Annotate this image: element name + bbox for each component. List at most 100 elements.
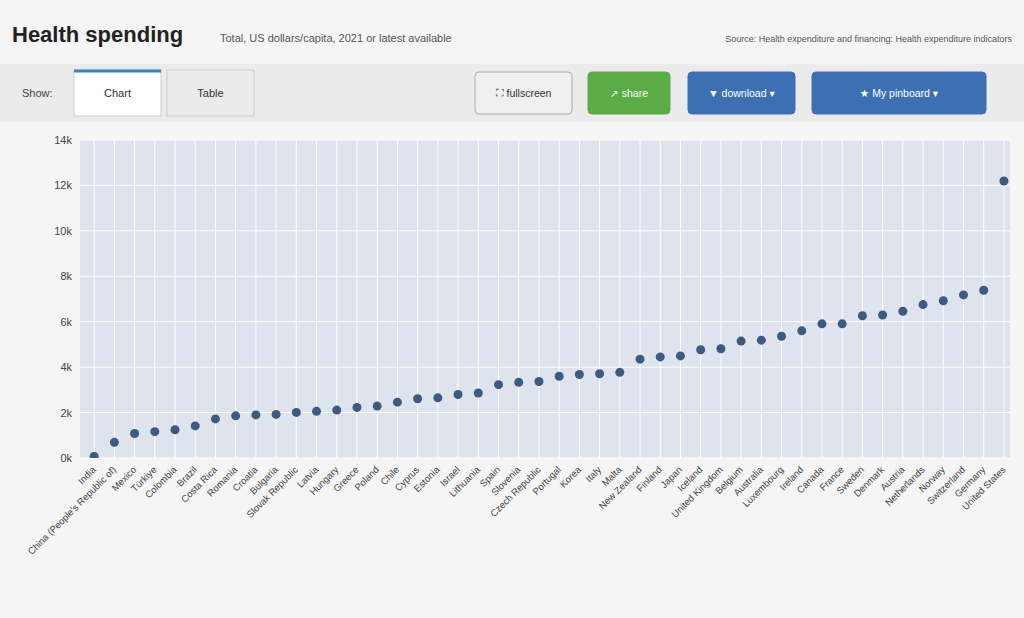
y-grid-line [80, 276, 1010, 277]
x-grid-line [700, 140, 701, 458]
dot [777, 332, 786, 341]
tab[interactable] [74, 70, 161, 116]
y-grid-line [80, 140, 1010, 141]
dot [454, 390, 463, 399]
dot [211, 414, 220, 423]
dot [433, 393, 442, 402]
tab-label[interactable]: Chart [104, 87, 131, 99]
button-label[interactable]: ↗ share [610, 87, 648, 99]
y-tick-label: 6k [60, 316, 72, 328]
x-grid-line [761, 140, 762, 458]
tab-bar [0, 64, 1024, 122]
x-grid-line [94, 140, 95, 458]
y-grid-line [80, 230, 1010, 231]
dot [898, 307, 907, 316]
dot [696, 345, 705, 354]
dot [171, 425, 180, 434]
button-label[interactable]: ⛶ fullscreen [496, 87, 552, 99]
x-grid-line [134, 140, 135, 458]
dot [231, 411, 240, 420]
dot [191, 421, 200, 430]
x-tick-label: Poland [352, 464, 381, 493]
dot [413, 394, 422, 403]
y-grid-line [80, 367, 1010, 368]
x-grid-line [619, 140, 620, 458]
x-tick-label: Estonia [411, 463, 442, 494]
grid [80, 140, 1010, 458]
x-grid-line [640, 140, 641, 458]
dot [979, 286, 988, 295]
dot [595, 369, 604, 378]
button[interactable] [688, 72, 795, 114]
dot [797, 326, 806, 335]
x-grid-line [882, 140, 883, 458]
dot [352, 403, 361, 412]
x-grid-line [538, 140, 539, 458]
x-grid-line [498, 140, 499, 458]
y-tick-label: 0k [60, 452, 72, 464]
dot [636, 355, 645, 364]
subtitle: Total, US dollars/capita, 2021 or latest… [220, 32, 452, 44]
x-grid-line [1003, 140, 1004, 458]
dot [878, 310, 887, 319]
dot [959, 290, 968, 299]
dot [514, 378, 523, 387]
dot [575, 370, 584, 379]
dots [90, 176, 1009, 458]
x-grid-line [397, 140, 398, 458]
x-grid-line [559, 140, 560, 458]
dot [615, 368, 624, 377]
y-tick-label: 14k [54, 134, 72, 146]
dot [757, 336, 766, 345]
dot [555, 372, 564, 381]
dot [130, 429, 139, 438]
x-tick-label: Slovak Republic [244, 464, 300, 520]
dot [292, 408, 301, 417]
x-grid-line [235, 140, 236, 458]
x-grid-line [579, 140, 580, 458]
x-grid-line [215, 140, 216, 458]
button-label[interactable]: ★ My pinboard ▾ [860, 87, 939, 99]
dot [110, 438, 119, 447]
x-tick-label: United States [960, 464, 1008, 512]
source: Source: Health expenditure and financing… [725, 34, 1012, 44]
x-grid-line [983, 140, 984, 458]
button[interactable] [812, 72, 986, 114]
x-grid-line [821, 140, 822, 458]
x-grid-line [478, 140, 479, 458]
x-grid-line [175, 140, 176, 458]
button[interactable] [588, 72, 670, 114]
show-label: Show: [22, 87, 53, 99]
dot [999, 176, 1008, 185]
dot [534, 377, 543, 386]
dot [312, 407, 321, 416]
x-tick-label: Korea [557, 463, 583, 489]
background [0, 0, 1024, 618]
dot [494, 380, 503, 389]
dot [817, 319, 826, 328]
tab-label[interactable]: Table [197, 87, 223, 99]
x-grid-line [741, 140, 742, 458]
y-grid-line [80, 412, 1010, 413]
dot [676, 351, 685, 360]
dot [919, 300, 928, 309]
x-grid-line [195, 140, 196, 458]
x-grid-line [458, 140, 459, 458]
x-grid-line [801, 140, 802, 458]
tab-underline [74, 70, 161, 73]
button-label[interactable]: ▼ download ▾ [708, 87, 775, 99]
dot [251, 410, 260, 419]
dot [716, 344, 725, 353]
dot [332, 406, 341, 415]
tab[interactable] [167, 70, 254, 116]
y-tick-label: 10k [54, 225, 72, 237]
dot [474, 389, 483, 398]
x-grid-line [680, 140, 681, 458]
y-tick-label: 4k [60, 361, 72, 373]
chart-root: Health spendingTotal, US dollars/capita,… [0, 0, 1024, 618]
x-grid-line [437, 140, 438, 458]
dot [656, 352, 665, 361]
button[interactable] [475, 72, 572, 114]
plot-area [80, 140, 1010, 458]
x-tick-label: Colombia [143, 463, 180, 500]
